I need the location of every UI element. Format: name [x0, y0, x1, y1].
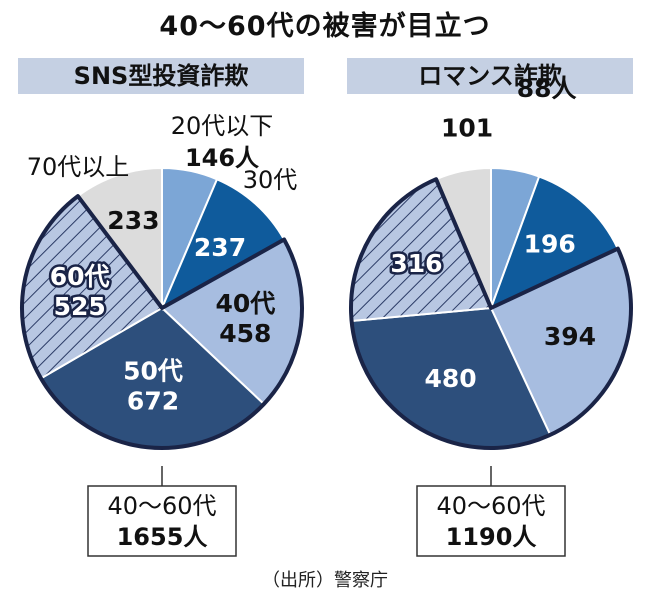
highlight-outline-40-60	[20, 194, 304, 450]
slice-label-20代以下-0: 88人	[517, 74, 577, 103]
highlight-outline-40-60	[349, 177, 633, 450]
callout-box	[87, 485, 237, 557]
slice-label-40代-0: 394	[544, 322, 596, 351]
page-title: 40～60代の被害が目立つ	[159, 11, 491, 42]
slice-label-50代-0: 480	[425, 364, 477, 393]
source-note: （出所）警察庁	[262, 570, 388, 591]
callout-box	[416, 485, 566, 557]
slice-30代	[159, 177, 286, 311]
slice-label-60代-1: 525	[54, 292, 106, 321]
slice-label-50代-0: 50代	[123, 356, 183, 385]
slice-label-60代-0: 60代	[50, 262, 110, 291]
callout-text-1: 1190人	[446, 523, 537, 551]
slice-label-40代-1: 458	[219, 319, 271, 348]
callout-text-0: 40～60代	[436, 492, 545, 520]
outer-label-70代以上: 70代以上	[27, 153, 130, 181]
slice-label-40代-0: 40代	[215, 289, 275, 318]
slice-label-70代以上-0: 101	[441, 114, 493, 143]
chart-title-romance-fraud: ロマンス詐欺	[347, 58, 633, 94]
callout-text-1: 1655人	[117, 523, 208, 551]
callout-text-0: 40～60代	[107, 492, 216, 520]
slice-label-70代以上-0: 233	[107, 206, 159, 235]
slice-label-20代以下-1: 146人	[185, 144, 259, 172]
slice-label-30代-0: 237	[194, 233, 246, 262]
slice-label-60代-0: 316	[390, 249, 442, 278]
outer-label-30代: 30代	[243, 166, 298, 194]
slice-30代	[489, 175, 620, 310]
pie-chart-romance-fraud: 88人 196 394 480 316 101 40～60代 1190人	[349, 74, 633, 557]
slice-70代以上	[76, 166, 163, 311]
slice-label-30代-0: 196	[524, 230, 576, 259]
slice-label-50代-1: 672	[127, 386, 179, 415]
chart-title-sns-investment-fraud: SNS型投資詐欺	[18, 58, 304, 94]
slice-label-20代以下-0: 20代以下	[171, 112, 274, 140]
